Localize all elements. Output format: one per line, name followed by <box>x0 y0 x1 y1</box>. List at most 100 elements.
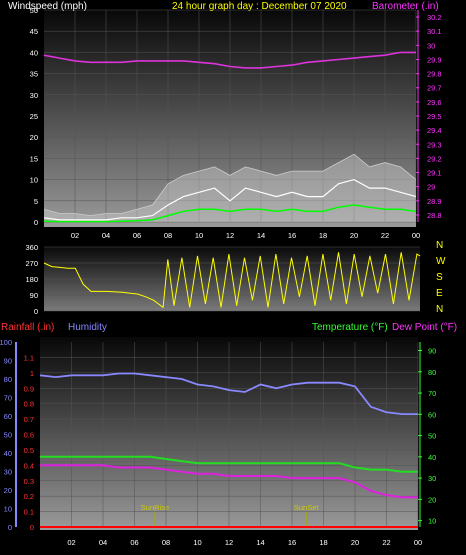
direction-tick-label: 90 <box>30 291 38 300</box>
baro-tick-label: 29.6 <box>427 98 442 107</box>
hour-tick-label: 12 <box>226 231 234 240</box>
humidity-tick-label: 90 <box>4 357 12 366</box>
baro-tick-label: 29.8 <box>427 70 442 79</box>
hour-tick-label: 04 <box>99 538 107 547</box>
baro-tick-label: 29.4 <box>427 126 442 135</box>
compass-label-s: S <box>436 272 443 283</box>
wind-tick-label: 40 <box>30 48 38 57</box>
sunrise-label: SunRise <box>141 503 169 512</box>
compass-label-w: W <box>436 256 446 267</box>
temperature-tick-label: 30 <box>428 474 436 483</box>
humidity-axis-title: Humidity <box>68 322 107 333</box>
humidity-tick-label: 80 <box>4 375 12 384</box>
rainfall-tick-label: 1.1 <box>24 353 34 362</box>
wind-tick-label: 50 <box>30 6 38 15</box>
humidity-tick-label: 40 <box>4 449 12 458</box>
rainfall-tick-label: 0.5 <box>24 446 34 455</box>
wind-tick-label: 5 <box>34 197 38 206</box>
rainfall-tick-label: 0.8 <box>24 400 34 409</box>
temperature-tick-label: 60 <box>428 410 436 419</box>
temperature-tick-label: 40 <box>428 453 436 462</box>
humidity-tick-label: 50 <box>4 431 12 440</box>
humidity-tick-label: 100 <box>0 338 12 347</box>
barometer-line <box>43 51 416 69</box>
hour-tick-label: 20 <box>351 538 359 547</box>
humidity-tick-label: 60 <box>4 412 12 421</box>
direction-tick-label: 0 <box>34 307 38 316</box>
hour-tick-label: 10 <box>195 231 203 240</box>
compass-label-n-top: N <box>436 240 443 251</box>
rainfall-tick-label: 0.7 <box>24 415 34 424</box>
humidity-tick-label: 20 <box>4 486 12 495</box>
temperature-tick-label: 50 <box>428 432 436 441</box>
windspeed-line <box>43 178 417 221</box>
rainfall-tick-label: 0.2 <box>24 492 34 501</box>
rainfall-tick-label: 1 <box>30 369 34 378</box>
wind-tick-label: 20 <box>30 133 38 142</box>
baro-tick-label: 30 <box>427 41 435 50</box>
temperature-tick-label: 80 <box>428 368 436 377</box>
baro-tick-label: 29.9 <box>427 55 442 64</box>
wind-tick-label: 15 <box>30 154 38 163</box>
compass-label-e: E <box>436 288 443 299</box>
wind-tick-label: 0 <box>34 218 38 227</box>
hour-tick-label: 18 <box>319 231 327 240</box>
hour-tick-label: 20 <box>350 231 358 240</box>
hour-tick-label: 22 <box>382 538 390 547</box>
dewpoint-axis-title: Dew Point (°F) <box>392 322 457 333</box>
temperature-axis-title: Temperature (°F) <box>312 322 388 333</box>
rainfall-axis-title: Rainfall (.in) <box>1 322 54 333</box>
humidity-tick-label: 70 <box>4 394 12 403</box>
temperature-tick-label: 20 <box>428 495 436 504</box>
hour-tick-label: 04 <box>102 231 110 240</box>
hour-tick-label: 10 <box>193 538 201 547</box>
baro-tick-label: 29.1 <box>427 169 442 178</box>
barometer-axis-title: Barometer (.in) <box>372 1 439 12</box>
hour-tick-label: 18 <box>319 538 327 547</box>
hour-tick-label: 12 <box>225 538 233 547</box>
wind-tick-label: 45 <box>30 27 38 36</box>
average-wind-line <box>43 204 417 223</box>
baro-tick-label: 30.1 <box>427 27 442 36</box>
hour-tick-label: 16 <box>288 538 296 547</box>
wind-tick-label: 25 <box>30 112 38 121</box>
rainfall-tick-label: 0.1 <box>24 508 34 517</box>
baro-tick-label: 29.5 <box>427 112 442 121</box>
hour-tick-label: 00 <box>412 231 420 240</box>
wind-tick-label: 35 <box>30 70 38 79</box>
direction-tick-label: 270 <box>25 259 38 268</box>
baro-tick-label: 29.7 <box>427 84 442 93</box>
humidity-line <box>39 372 418 416</box>
hour-tick-label: 08 <box>162 538 170 547</box>
rainfall-tick-label: 0 <box>30 523 34 532</box>
compass-label-n-bottom: N <box>436 304 443 315</box>
temperature-line <box>40 455 418 473</box>
hour-tick-label: 06 <box>133 231 141 240</box>
direction-tick-label: 180 <box>25 275 38 284</box>
hour-tick-label: 16 <box>288 231 296 240</box>
hour-tick-label: 14 <box>257 231 265 240</box>
baro-tick-label: 29 <box>427 183 435 192</box>
temperature-tick-label: 70 <box>428 389 436 398</box>
hour-tick-label: 14 <box>256 538 264 547</box>
rainfall-tick-label: 0.3 <box>24 477 34 486</box>
baro-tick-label: 28.8 <box>427 211 442 220</box>
wind-gust-line <box>43 153 417 217</box>
baro-tick-label: 29.2 <box>427 154 442 163</box>
rainfall-tick-label: 0.6 <box>24 431 34 440</box>
baro-tick-label: 28.9 <box>427 197 442 206</box>
hour-tick-label: 08 <box>164 231 172 240</box>
dewpoint-line <box>40 464 418 499</box>
humidity-tick-label: 30 <box>4 468 12 477</box>
wind-tick-label: 10 <box>30 176 38 185</box>
baro-tick-label: 29.3 <box>427 140 442 149</box>
wind-tick-label: 30 <box>30 91 38 100</box>
hour-tick-label: 22 <box>381 231 389 240</box>
humidity-tick-label: 0 <box>8 523 12 532</box>
rainfall-tick-label: 0.9 <box>24 384 34 393</box>
direction-tick-label: 360 <box>25 243 38 252</box>
hour-tick-label: 02 <box>71 231 79 240</box>
hour-tick-label: 06 <box>130 538 138 547</box>
graph-title: 24 hour graph day : December 07 2020 <box>172 1 347 12</box>
